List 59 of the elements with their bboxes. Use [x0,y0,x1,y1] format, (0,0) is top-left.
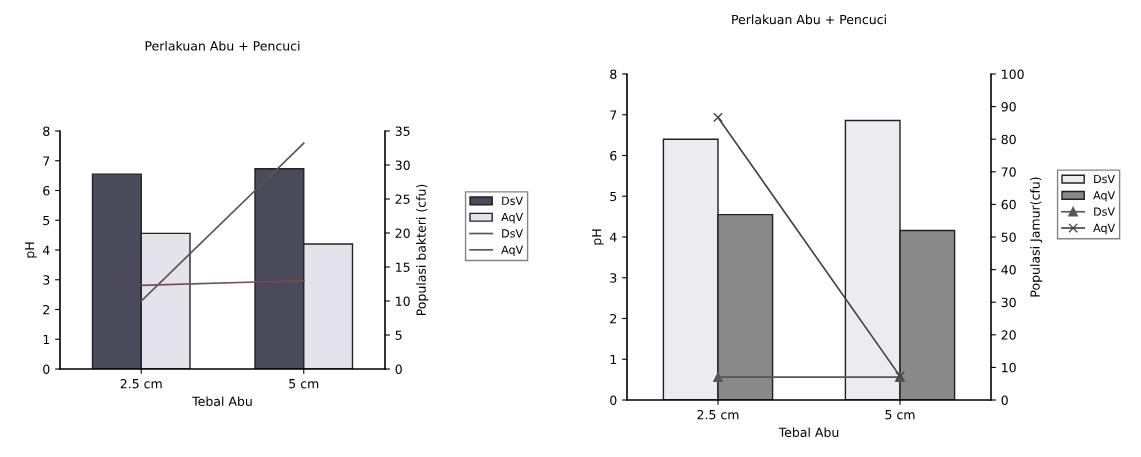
x-axis-title: Tebal Abu [778,427,839,438]
y-tick-label: 2 [43,304,50,315]
y-tick-label: 1 [43,334,50,344]
y-tick-label: 7 [610,110,617,120]
y2-tick-label: 30 [395,160,410,170]
y2-tick-label: 20 [1001,330,1016,340]
legend-label: DsV [1094,174,1115,184]
y-tick-label: 4 [609,232,617,242]
y-tick-label: 3 [43,275,50,285]
y2-tick-label: 20 [395,228,410,238]
y2-tick-label: 10 [1002,362,1016,373]
y-tick-label: 4 [42,245,50,255]
x-tick-label: 5 cm [885,410,915,420]
y2-tick-label: 70 [1001,167,1016,177]
legend-label: DsV [1094,207,1115,216]
y-tick-label: 2 [610,313,617,324]
y-tick-label: 8 [610,69,617,79]
legend-label: AqV [501,245,524,257]
y-tick-label: 1 [610,354,617,364]
y-axis-title: pH [592,229,604,245]
y2-tick-label: 35 [395,126,410,136]
y-tick-label: 3 [610,273,617,283]
legend-label: AqV [1093,223,1116,235]
y2-axis-title: Populasi bakteri (cfu) [416,184,429,316]
y2-tick-label: 100 [1002,69,1024,79]
y2-tick-label: 0 [1001,395,1008,405]
y2-tick-label: 0 [395,364,402,374]
legend-label: AqV [1093,191,1116,202]
y2-tick-label: 80 [1001,134,1016,145]
chart-title: Perlakuan Abu + Pencuci [145,40,300,51]
y-tick-label: 6 [610,150,617,161]
legend-label: DsV [502,196,523,205]
x-tick-label: 2.5 cm [120,378,162,389]
y-tick-label: 0 [43,364,50,374]
x-tick-label: 5 cm [289,379,319,389]
chart-title: Perlakuan Abu + Pencuci [732,14,886,25]
point [713,112,723,123]
point [713,372,723,383]
y-tick-label: 5 [610,191,617,202]
legend-label: AqV [501,213,524,224]
y-axis-title: pH [25,242,37,258]
y2-tick-label: 25 [395,194,410,204]
x-axis-title: Tebal Abu [192,396,252,407]
y2-tick-label: 60 [1001,199,1016,210]
y-tick-label: 5 [43,215,50,226]
y-tick-label: 8 [43,126,50,136]
y2-tick-label: 5 [395,330,402,340]
y2-tick-label: 40 [1001,265,1016,275]
y2-tick-label: 30 [1001,297,1016,308]
x-tick-label: 2.5 cm [697,409,739,420]
y-tick-label: 7 [43,156,50,166]
y2-axis-title: Populasi Jamur(cfu) [1030,177,1043,297]
y-tick-label: 6 [43,185,50,196]
y2-tick-label: 15 [396,262,410,272]
y2-tick-label: 90 [1001,102,1016,112]
y-tick-label: 0 [610,395,617,405]
legend-label: DsV [502,229,523,238]
y2-tick-label: 10 [396,296,410,306]
y2-tick-label: 50 [1001,232,1016,242]
